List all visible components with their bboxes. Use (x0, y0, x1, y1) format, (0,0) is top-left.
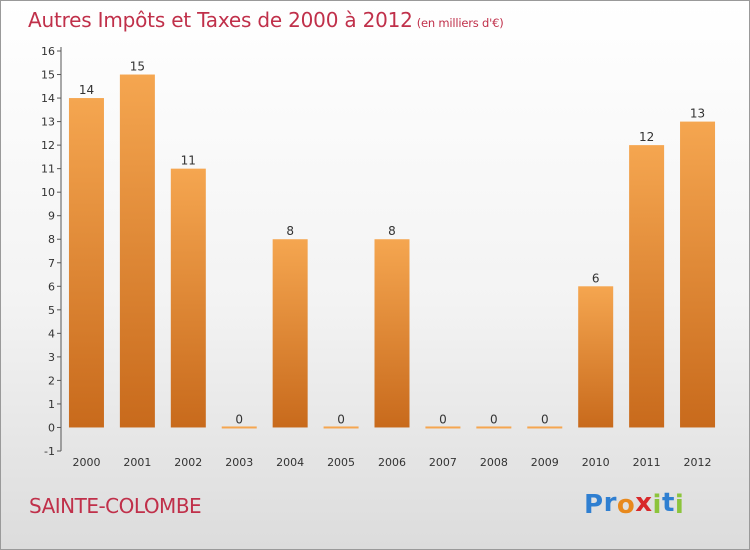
x-tick-label: 2001 (123, 456, 151, 469)
y-tick-label: 6 (48, 280, 55, 293)
chart-title-text: Autres Impôts et Taxes de 2000 à 2012 (28, 8, 413, 32)
y-tick-label: 12 (41, 139, 55, 152)
bar (629, 145, 665, 428)
y-tick-label: 4 (48, 327, 55, 340)
y-tick-label: 5 (48, 304, 55, 317)
chart-title: Autres Impôts et Taxes de 2000 à 2012 (en… (28, 8, 504, 32)
bar (476, 426, 512, 429)
bar-value-label: 0 (337, 412, 345, 426)
y-tick-label: 0 (48, 421, 55, 434)
x-tick-label: 2012 (684, 456, 712, 469)
bar-value-label: 12 (639, 130, 654, 144)
x-tick-label: 2006 (378, 456, 406, 469)
brand-letter: t (661, 488, 675, 518)
y-tick-label: 15 (41, 69, 55, 82)
bar-value-label: 0 (541, 412, 549, 426)
x-tick-label: 2003 (225, 456, 253, 469)
x-tick-label: 2011 (633, 456, 661, 469)
x-tick-label: 2005 (327, 456, 355, 469)
bar (272, 239, 308, 428)
y-tick-label: 16 (41, 45, 55, 58)
bar (221, 426, 257, 429)
bar-value-label: 0 (490, 412, 498, 426)
y-tick-label: -1 (44, 445, 55, 458)
bar (680, 121, 716, 428)
x-tick-label: 2000 (72, 456, 100, 469)
x-tick-label: 2007 (429, 456, 457, 469)
y-tick-label: 8 (48, 233, 55, 246)
y-tick-label: 10 (41, 186, 55, 199)
brand-logo: Proxiti (584, 488, 685, 520)
bar-value-label: 11 (181, 154, 196, 168)
brand-letter: i (674, 490, 685, 520)
y-tick-label: 2 (48, 374, 55, 387)
bar (170, 168, 206, 428)
y-tick-label: 14 (41, 92, 55, 105)
bar (425, 426, 461, 429)
y-tick-label: 1 (48, 398, 55, 411)
bar (68, 98, 104, 428)
bar-value-label: 15 (130, 60, 145, 74)
brand-letter: P (584, 490, 604, 520)
bar (323, 426, 359, 429)
bar-value-label: 0 (235, 412, 243, 426)
y-tick-label: 11 (41, 163, 55, 176)
x-tick-label: 2004 (276, 456, 304, 469)
bar-value-label: 0 (439, 412, 447, 426)
brand-letter: i (652, 490, 662, 520)
bar-value-label: 6 (592, 271, 600, 285)
bar (578, 286, 614, 428)
bar-value-label: 13 (690, 107, 705, 121)
brand-letter: r (603, 488, 617, 518)
y-tick-label: 3 (48, 351, 55, 364)
x-tick-label: 2008 (480, 456, 508, 469)
brand-letter: o (616, 490, 636, 520)
brand-letter: x (635, 488, 653, 518)
bar (374, 239, 410, 428)
bar (119, 74, 155, 428)
bar-value-label: 14 (79, 83, 94, 97)
x-tick-label: 2010 (582, 456, 610, 469)
commune-name: SAINTE-COLOMBE (29, 494, 202, 518)
y-tick-label: 7 (48, 257, 55, 270)
bar (527, 426, 563, 429)
x-tick-label: 2009 (531, 456, 559, 469)
x-tick-label: 2002 (174, 456, 202, 469)
bar-value-label: 8 (286, 224, 294, 238)
chart-subtitle: (en milliers d'€) (416, 16, 504, 30)
y-tick-label: 9 (48, 210, 55, 223)
bar-value-label: 8 (388, 224, 396, 238)
y-tick-label: 13 (41, 116, 55, 129)
